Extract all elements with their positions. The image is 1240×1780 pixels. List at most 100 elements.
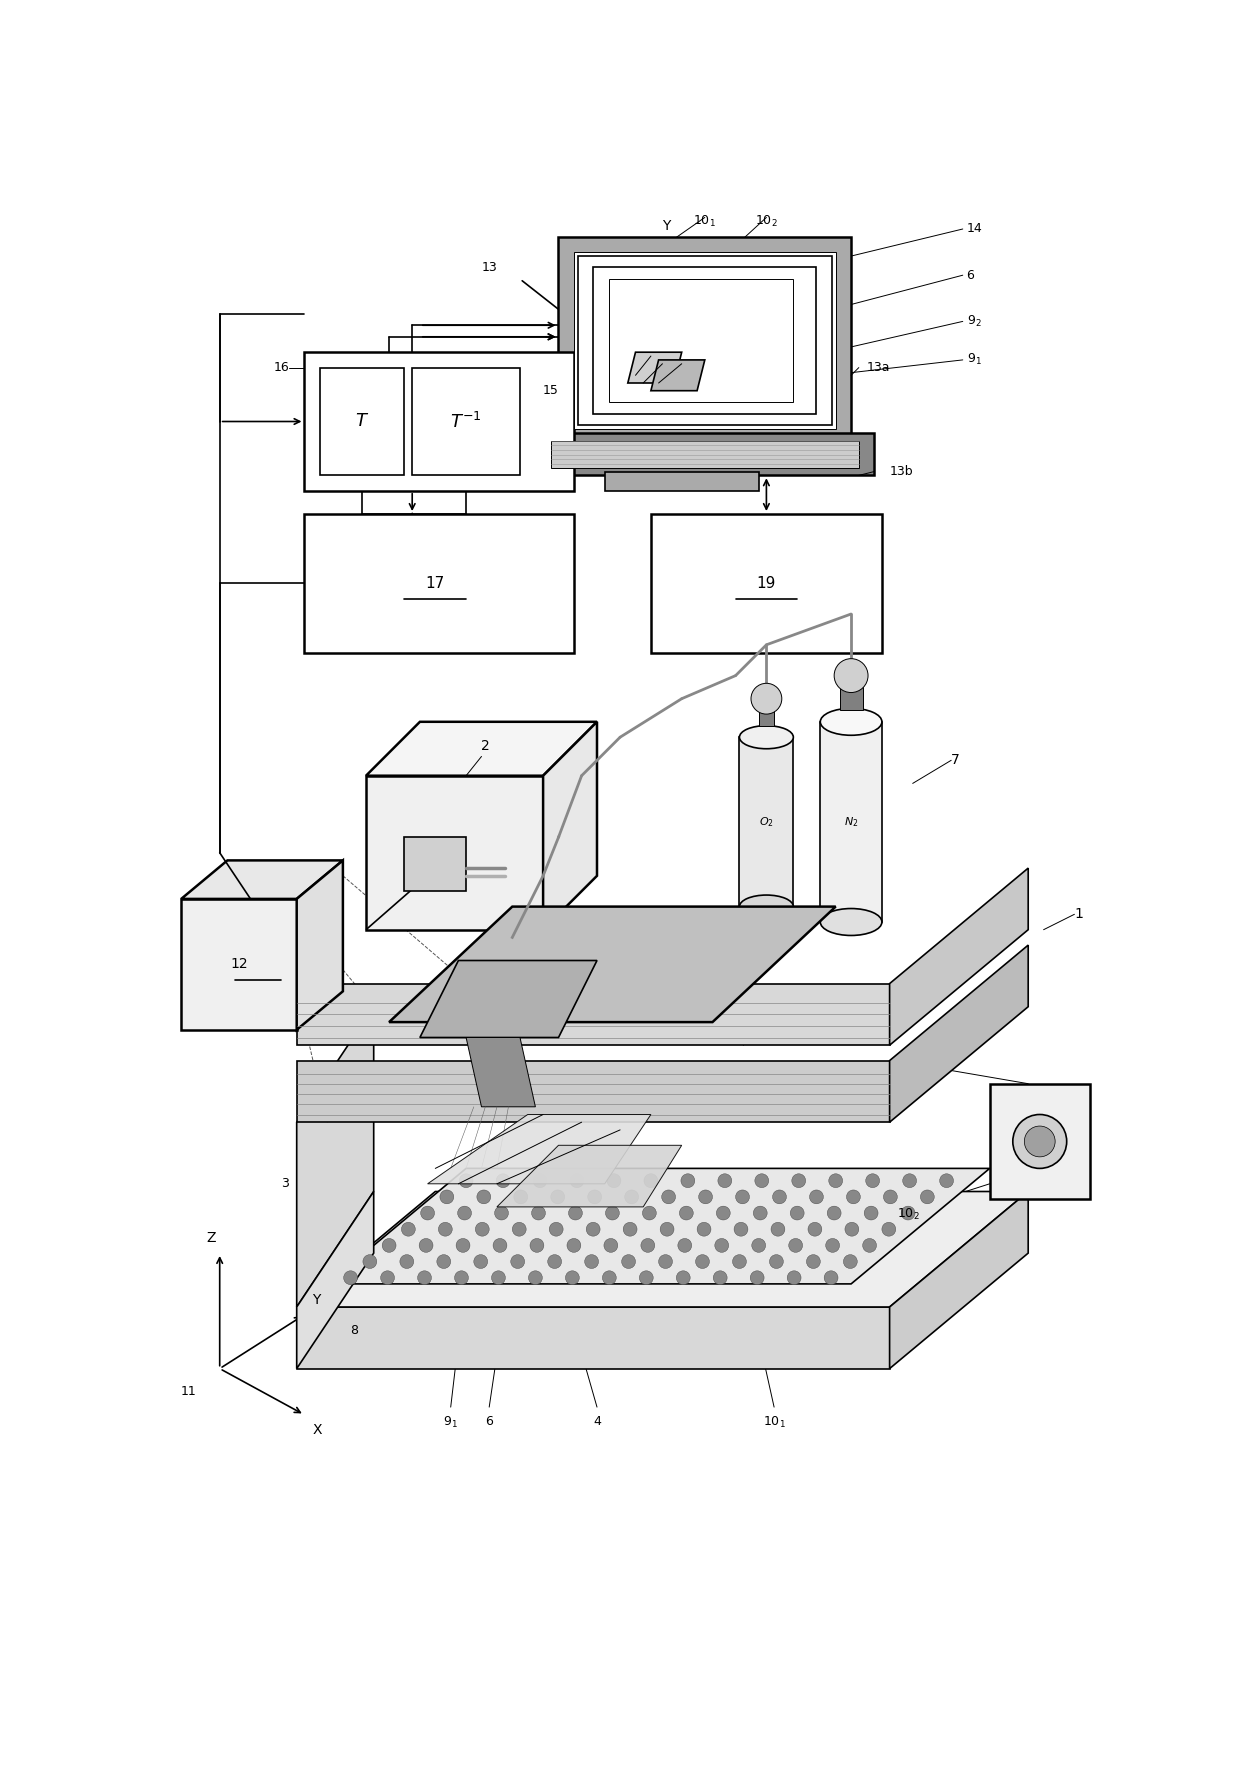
- Ellipse shape: [821, 708, 882, 735]
- Circle shape: [381, 1271, 394, 1285]
- Bar: [574, 253, 836, 429]
- Circle shape: [439, 1223, 453, 1235]
- Circle shape: [624, 1223, 637, 1235]
- Text: 3: 3: [281, 1177, 289, 1191]
- Text: $10_2$: $10_2$: [755, 214, 777, 228]
- Circle shape: [491, 1271, 506, 1285]
- Circle shape: [696, 1255, 709, 1269]
- Polygon shape: [366, 776, 543, 929]
- Bar: [320, 368, 404, 475]
- Circle shape: [496, 1173, 510, 1187]
- Ellipse shape: [739, 726, 794, 749]
- Bar: [536, 433, 874, 475]
- Circle shape: [882, 1223, 895, 1235]
- Circle shape: [718, 1173, 732, 1187]
- Bar: [990, 1084, 1090, 1200]
- Circle shape: [790, 1207, 804, 1219]
- Circle shape: [494, 1239, 507, 1253]
- Bar: [404, 837, 466, 892]
- Circle shape: [565, 1271, 579, 1285]
- Circle shape: [863, 1239, 877, 1253]
- Text: $9_2$: $9_2$: [898, 1054, 911, 1068]
- Circle shape: [773, 1191, 786, 1203]
- Text: 6: 6: [967, 269, 975, 281]
- Circle shape: [418, 1271, 432, 1285]
- Text: Z: Z: [206, 1232, 216, 1246]
- Text: 13b: 13b: [889, 465, 913, 479]
- Circle shape: [528, 1271, 542, 1285]
- Circle shape: [382, 1239, 396, 1253]
- Text: 6: 6: [485, 1415, 494, 1428]
- Polygon shape: [327, 1168, 990, 1283]
- Circle shape: [847, 1191, 861, 1203]
- Text: 15: 15: [543, 384, 558, 397]
- Circle shape: [660, 1223, 675, 1235]
- Circle shape: [603, 1271, 616, 1285]
- Circle shape: [585, 1255, 599, 1269]
- Circle shape: [436, 1255, 450, 1269]
- Circle shape: [551, 1191, 564, 1203]
- Bar: [412, 368, 520, 475]
- Circle shape: [734, 1223, 748, 1235]
- Polygon shape: [181, 899, 296, 1031]
- Text: 2: 2: [481, 739, 490, 753]
- Text: $10_2$: $10_2$: [898, 1207, 920, 1223]
- Circle shape: [495, 1207, 508, 1219]
- Bar: [759, 707, 774, 726]
- Circle shape: [940, 1173, 954, 1187]
- Circle shape: [459, 1173, 472, 1187]
- Text: 1: 1: [1074, 908, 1084, 922]
- Circle shape: [567, 1239, 580, 1253]
- Circle shape: [419, 1239, 433, 1253]
- Text: $9_1$: $9_1$: [443, 1415, 458, 1429]
- Polygon shape: [366, 876, 428, 929]
- Circle shape: [587, 1223, 600, 1235]
- Bar: [304, 352, 574, 491]
- Text: Y: Y: [312, 1292, 320, 1307]
- Circle shape: [399, 1255, 414, 1269]
- Text: 5: 5: [774, 1016, 782, 1029]
- Circle shape: [810, 1191, 823, 1203]
- Circle shape: [678, 1239, 692, 1253]
- Circle shape: [792, 1173, 806, 1187]
- Polygon shape: [889, 945, 1028, 1121]
- Circle shape: [714, 1239, 729, 1253]
- Polygon shape: [296, 1191, 373, 1369]
- Polygon shape: [466, 1038, 536, 1107]
- Circle shape: [680, 1207, 693, 1219]
- Circle shape: [825, 1271, 838, 1285]
- Circle shape: [513, 1191, 528, 1203]
- Circle shape: [568, 1207, 583, 1219]
- Circle shape: [1013, 1114, 1066, 1168]
- Text: 14: 14: [967, 222, 982, 235]
- Text: 13: 13: [481, 262, 497, 274]
- Circle shape: [866, 1173, 879, 1187]
- Circle shape: [713, 1271, 727, 1285]
- Text: 7: 7: [951, 753, 960, 767]
- Circle shape: [532, 1207, 546, 1219]
- Circle shape: [827, 1207, 841, 1219]
- Polygon shape: [296, 1007, 373, 1307]
- Circle shape: [828, 1173, 843, 1187]
- Circle shape: [474, 1255, 487, 1269]
- Bar: [609, 279, 794, 402]
- Text: $10_1$: $10_1$: [693, 214, 717, 228]
- Circle shape: [864, 1207, 878, 1219]
- Text: $9_1$: $9_1$: [967, 352, 981, 367]
- Text: 8: 8: [350, 1324, 358, 1337]
- Polygon shape: [420, 961, 596, 1038]
- Circle shape: [1024, 1127, 1055, 1157]
- Bar: [651, 514, 882, 653]
- Bar: [578, 256, 832, 425]
- Circle shape: [903, 1173, 916, 1187]
- Circle shape: [681, 1173, 694, 1187]
- Bar: [593, 267, 816, 413]
- Circle shape: [901, 1207, 915, 1219]
- Text: 12: 12: [231, 958, 248, 972]
- Circle shape: [512, 1223, 526, 1235]
- Circle shape: [883, 1191, 898, 1203]
- Circle shape: [771, 1223, 785, 1235]
- Circle shape: [717, 1207, 730, 1219]
- Circle shape: [511, 1255, 525, 1269]
- Circle shape: [458, 1207, 471, 1219]
